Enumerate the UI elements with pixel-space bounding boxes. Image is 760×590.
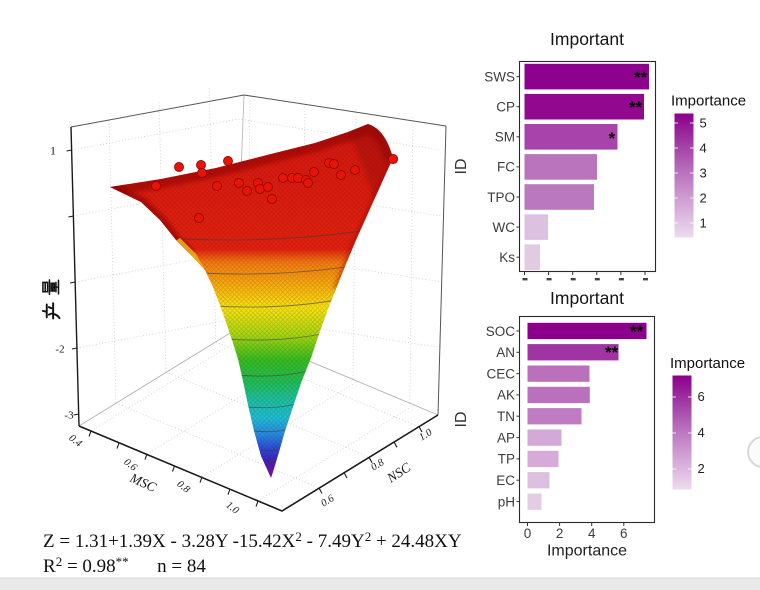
svg-text:2: 2 (700, 191, 707, 206)
svg-text:6: 6 (698, 389, 705, 404)
svg-text:AP: AP (497, 430, 515, 445)
svg-text:4: 4 (700, 141, 707, 156)
svg-text:TPO: TPO (487, 190, 515, 205)
svg-text:2: 2 (698, 461, 705, 476)
svg-text:SWS: SWS (484, 69, 515, 84)
svg-text:6: 6 (620, 526, 628, 541)
svg-text:R2 = 0.98** n = 84: R2 = 0.98** n = 84 (43, 554, 206, 577)
svg-text:WC: WC (493, 220, 516, 235)
svg-text:1: 1 (700, 216, 707, 231)
svg-text:0.6: 0.6 (319, 493, 337, 510)
svg-text:ID: ID (453, 412, 470, 428)
svg-text:MSC: MSC (127, 470, 160, 495)
svg-text:AK: AK (497, 388, 515, 403)
svg-text:0.4: 0.4 (67, 433, 85, 450)
svg-text:pH: pH (498, 494, 515, 509)
svg-text:2: 2 (556, 526, 564, 541)
svg-text:1: 1 (50, 144, 56, 158)
svg-text:3: 3 (700, 166, 707, 181)
svg-text:4: 4 (698, 425, 705, 440)
svg-text:Importance: Importance (547, 543, 627, 560)
svg-text:SM: SM (495, 130, 515, 145)
svg-text:CEC: CEC (486, 366, 515, 381)
svg-text:**: ** (634, 69, 647, 87)
svg-text:*: * (609, 130, 616, 148)
svg-text:CP: CP (496, 100, 515, 115)
svg-text:-3: -3 (64, 410, 74, 422)
svg-text:SOC: SOC (486, 324, 516, 339)
svg-text:-2: -2 (55, 344, 64, 356)
svg-text:NSC: NSC (383, 459, 414, 486)
svg-text:EC: EC (496, 473, 515, 488)
svg-text:Importance: Importance (671, 93, 746, 110)
svg-text:AN: AN (496, 345, 515, 360)
svg-text:4: 4 (588, 526, 596, 541)
svg-text:Important: Important (550, 29, 624, 49)
svg-text:Z = 1.31+1.39X - 3.28Y -15.42X: Z = 1.31+1.39X - 3.28Y -15.42X2 - 7.49Y2… (43, 529, 462, 552)
svg-text:**: ** (630, 323, 643, 341)
svg-text:TP: TP (498, 452, 515, 467)
svg-text:5: 5 (700, 116, 707, 131)
svg-text:TN: TN (497, 409, 515, 424)
svg-text:Important: Important (550, 288, 624, 308)
svg-text:Ks: Ks (499, 250, 515, 265)
svg-text:**: ** (605, 344, 618, 362)
svg-text:0.8: 0.8 (369, 457, 387, 474)
svg-text:ID: ID (453, 159, 470, 175)
svg-text:FC: FC (497, 160, 515, 175)
svg-text:1.0: 1.0 (224, 500, 242, 517)
svg-text:0.8: 0.8 (175, 479, 193, 496)
svg-text:Importance: Importance (670, 355, 745, 372)
svg-text:**: ** (629, 99, 642, 117)
svg-text:0: 0 (524, 526, 532, 541)
